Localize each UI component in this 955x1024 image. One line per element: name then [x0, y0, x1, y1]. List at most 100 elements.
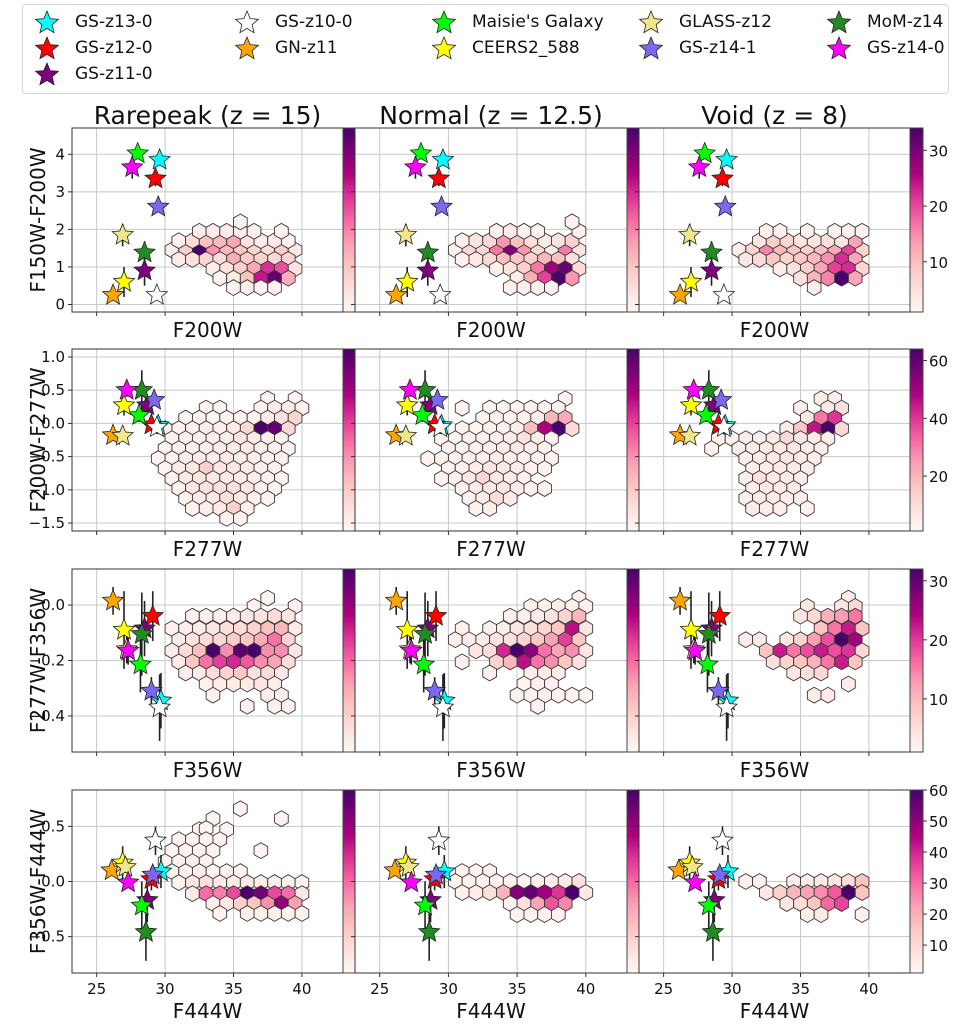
hexbin-cell [752, 251, 767, 268]
hexbin-layer [738, 589, 870, 704]
y-tick-label: 0 [55, 295, 65, 313]
hexbin-cell [564, 269, 580, 287]
star-marker-icon [234, 9, 260, 34]
hexbin-cell [820, 269, 836, 287]
galaxy-star [413, 893, 437, 916]
y-tick-label: −0.2 [29, 652, 65, 670]
x-tick-label: 25 [654, 980, 673, 998]
legend: GS-z13-0 GS-z12-0 GS-z11-0 GS-z10-0 GN-z11 Ma… [22, 4, 949, 94]
hexbin-cell [260, 490, 276, 507]
galaxy-star [145, 283, 169, 305]
legend-label: MoM-z14 [867, 12, 944, 32]
hexbin-cell [820, 686, 836, 704]
star-marker-icon [826, 9, 852, 34]
hexbin-cell [758, 222, 774, 240]
hexbin-cell [420, 450, 436, 468]
galaxy-star [708, 862, 732, 885]
galaxy-star [144, 166, 167, 189]
hexbin-cell [489, 222, 504, 240]
hexbin-cell [274, 810, 289, 828]
hexbin-cell [834, 269, 849, 287]
legend-item: CEERS2_588 [430, 35, 580, 61]
hexbin-cell [468, 232, 484, 250]
galaxy-star [715, 147, 739, 170]
hexbin-cell [793, 607, 808, 625]
legend-item: MoM-z14 [825, 9, 943, 35]
legend-label: GS-z12-0 [75, 38, 153, 58]
legend-item: GS-z13-0 [33, 9, 153, 35]
hexbin-cell [537, 460, 552, 478]
galaxy-star [120, 155, 144, 178]
hexbin-cell [772, 260, 788, 278]
y-tick-label: 0.0 [41, 414, 65, 432]
hexbin-cell [185, 251, 200, 268]
hexbin-cell [205, 222, 221, 240]
x-axis-label: F444W [456, 999, 526, 1023]
colorbar-tick-label: 50 [929, 813, 948, 831]
subplot-3-1: 25303540F444W255075100125 [351, 786, 674, 1023]
hexbin-cell [454, 653, 470, 671]
hexbin-cell [212, 269, 228, 287]
x-tick-label: 30 [156, 980, 175, 998]
hexbin-cell [738, 251, 754, 268]
legend-item: Maisie's Galaxy [430, 9, 604, 35]
hexbin-cell [745, 499, 760, 517]
hexbin-cell [468, 499, 484, 517]
x-tick-label: 30 [439, 980, 458, 998]
colorbar-tick-label: 10 [929, 937, 948, 955]
galaxy-star [127, 403, 151, 426]
hexbin-cell [786, 664, 801, 682]
subplot-2-1: F356W20406080 [351, 568, 664, 782]
hexbin-cell [854, 222, 870, 240]
hexbin-cell [267, 279, 282, 297]
colorbar-tick-label: 20 [929, 906, 948, 924]
galaxy-star [399, 638, 423, 661]
hexbin-cell [226, 675, 241, 693]
x-axis-label: F277W [173, 537, 243, 561]
colorbar-tick-label: 20 [929, 468, 948, 486]
galaxy-star [682, 378, 706, 400]
hexbin-cell [509, 686, 525, 704]
hexbin-cell [482, 884, 497, 901]
legend-item: GN-z11 [233, 35, 338, 61]
hexbin-cell [185, 885, 200, 903]
hexbin-cell [226, 279, 241, 297]
subplot-1-0: −1.5−1.0−0.50.00.51.0F277W255075100125 [29, 345, 390, 561]
y-axis-label: F200W-F277W [26, 367, 50, 513]
galaxy-star [427, 828, 451, 851]
subplot-0-2: F200W 10 20 30 [635, 127, 948, 342]
hexbin-cell [447, 631, 463, 649]
x-tick-label: 35 [791, 980, 810, 998]
hexbin-cell [454, 250, 470, 268]
galaxy-star [431, 147, 455, 170]
y-tick-label: −0.4 [29, 707, 65, 725]
hexbin-layer [164, 213, 303, 297]
hexbin-cell [516, 279, 532, 297]
galaxy-star [423, 678, 447, 701]
galaxy-star [668, 588, 692, 611]
star-marker-icon [34, 9, 60, 34]
colorbar-tick-label: 40 [929, 410, 948, 428]
galaxy-star [130, 622, 154, 644]
hexbin-cell [834, 895, 849, 912]
x-tick-label: 30 [723, 980, 742, 998]
hexbin-cell [813, 906, 829, 923]
hexbin-cell [502, 653, 518, 671]
galaxy-markers [101, 370, 170, 446]
galaxy-star [683, 638, 707, 661]
hexbin-cell [178, 664, 193, 682]
hexbin-cell [253, 842, 269, 860]
galaxy-markers [668, 370, 737, 446]
hexbin-cell [800, 906, 815, 923]
hexbin-cell [847, 653, 863, 671]
galaxy-star [697, 893, 721, 916]
star-marker-icon [34, 61, 60, 86]
galaxy-star [679, 617, 703, 640]
column-title: Void (z = 8) [701, 101, 848, 130]
galaxy-star [146, 194, 170, 217]
hexbin-cell [205, 686, 221, 704]
hexbin-cell [793, 269, 808, 287]
galaxy-star [395, 393, 419, 416]
colorbar [626, 348, 640, 532]
galaxy-star [683, 870, 707, 893]
